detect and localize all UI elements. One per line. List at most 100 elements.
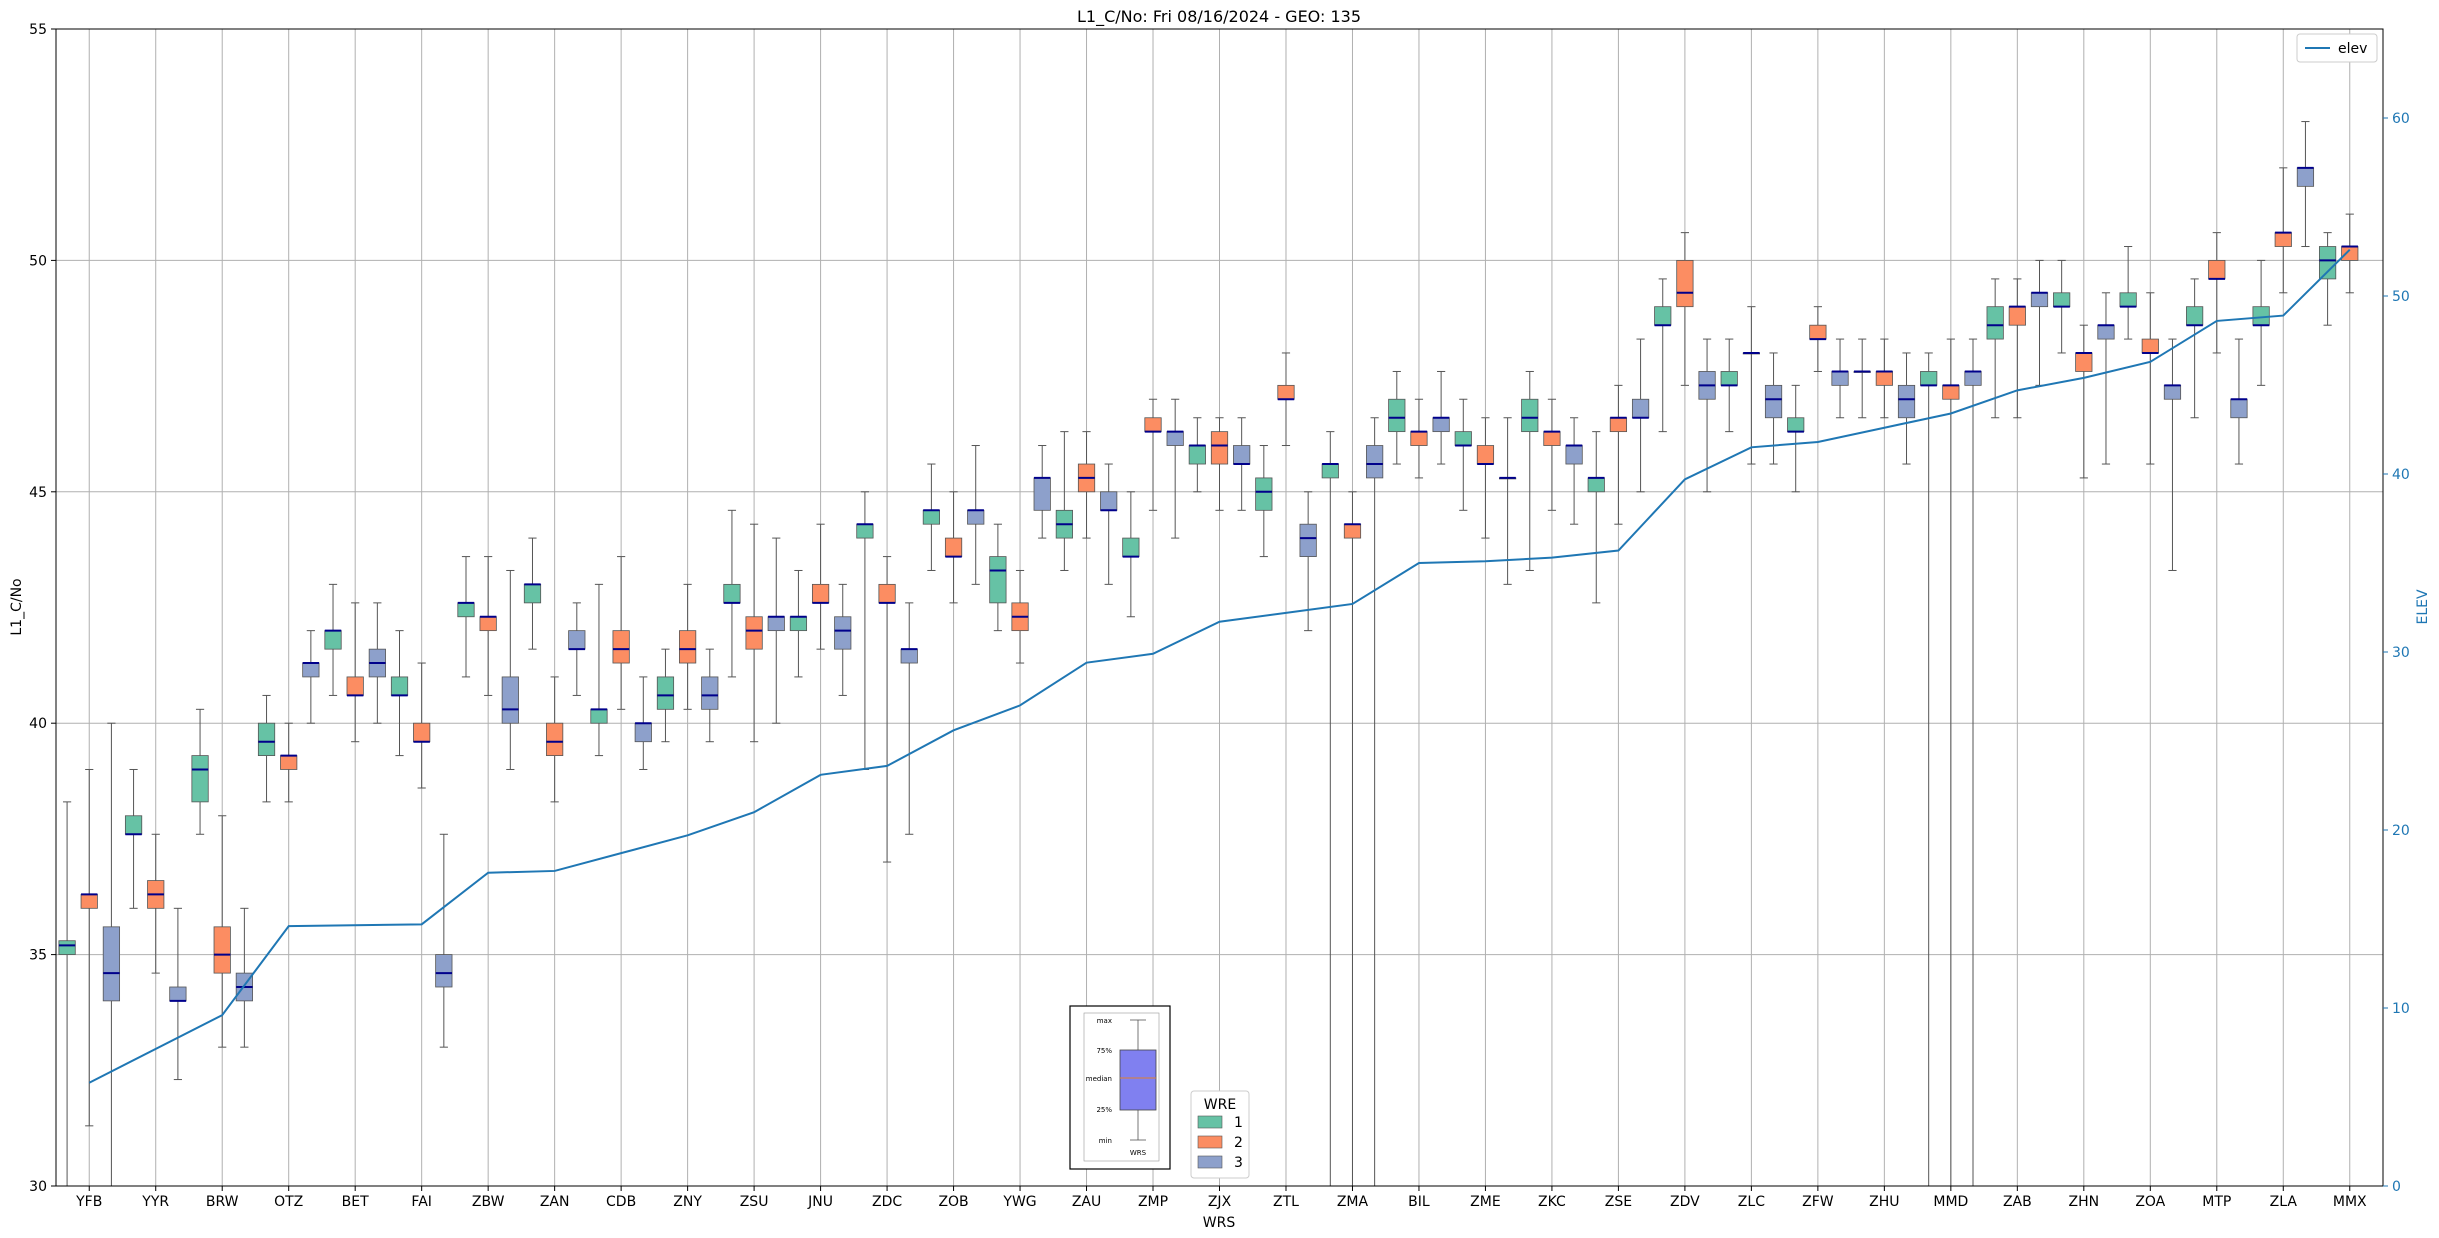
box-ZHU-2 [1875, 338, 1893, 419]
y-tick-label: 45 [29, 485, 47, 501]
box-body [2097, 324, 2115, 340]
box-JNU-2 [811, 523, 830, 650]
box-body [1521, 398, 1539, 433]
box-ZHN-2 [2075, 324, 2093, 479]
box-body [1255, 477, 1273, 511]
box-body [457, 602, 475, 618]
box-key-q1: 25% [1096, 1106, 1112, 1114]
box-BIL-3 [1432, 370, 1450, 465]
box-body [989, 556, 1007, 604]
box-body [1343, 523, 1362, 539]
box-YFB-3 [102, 722, 121, 1186]
box-ZDC-1 [856, 491, 874, 770]
box-body [1764, 384, 1783, 419]
elev-line [88, 249, 2351, 1084]
box-YYR-3 [169, 907, 187, 1081]
box-body [1609, 417, 1628, 433]
box-ZME-2 [1476, 417, 1495, 539]
box-body [390, 676, 409, 696]
right-axis-label: ELEV [2415, 589, 2431, 624]
grid [56, 28, 2383, 1187]
box-ZAN-2 [546, 676, 564, 803]
box-body [1144, 417, 1162, 433]
box-key-box [1119, 1049, 1157, 1111]
box-body [2030, 292, 2049, 308]
x-tick-label: MMD [1933, 1194, 1968, 1210]
box-body [2274, 232, 2292, 247]
right-tick-label: 60 [2392, 111, 2410, 127]
box-ZHU-3 [1897, 352, 1916, 465]
box-ZOB-3 [967, 445, 985, 585]
box-key-q3: 75% [1096, 1047, 1112, 1055]
box-ZSU-2 [745, 523, 763, 743]
box-body [1277, 384, 1295, 400]
wre-legend: WRE 1 2 3 [1190, 1090, 1250, 1179]
box-ZMP-1 [1122, 491, 1140, 618]
box-ZLA-2 [2274, 167, 2292, 294]
box-body [1964, 371, 1982, 386]
x-axis-label: WRS [1203, 1215, 1236, 1231]
box-body [701, 676, 719, 710]
box-body [1543, 431, 1561, 446]
box-body [1388, 398, 1406, 433]
wre-legend-label: 1 [1234, 1115, 1243, 1131]
box-ZTL-2 [1277, 352, 1295, 447]
box-ZOA-2 [2141, 292, 2159, 465]
box-ZNY-2 [679, 583, 697, 710]
x-tick-label: ZSE [1605, 1194, 1632, 1210]
box-body [501, 676, 519, 724]
x-tick-label: YFB [75, 1194, 102, 1210]
box-body [2163, 384, 2182, 400]
x-tick-label: ZSU [740, 1194, 769, 1210]
box-ZTL-1 [1255, 445, 1273, 558]
box-BET-3 [368, 602, 386, 724]
box-MMD-3 [1964, 338, 1982, 1186]
box-ZMP-3 [1166, 398, 1184, 539]
x-tick-label: ZJX [1208, 1194, 1232, 1210]
wre-legend-label: 2 [1234, 1135, 1243, 1151]
box-ZNY-1 [656, 648, 675, 743]
box-YWG-2 [1011, 569, 1029, 664]
box-ZHN-3 [2097, 292, 2115, 465]
x-tick-label: ZLA [2270, 1194, 2298, 1210]
x-tick-label: YYR [141, 1194, 169, 1210]
box-YWG-1 [989, 523, 1007, 632]
box-body [1676, 259, 1694, 308]
box-YFB-2 [80, 768, 98, 1127]
box-body [2230, 398, 2248, 419]
box-body [1299, 523, 1317, 557]
box-ZOB-1 [922, 463, 940, 571]
box-body [745, 616, 763, 650]
box-ZSU-3 [767, 537, 785, 724]
box-body [2296, 167, 2315, 187]
x-tick-label: BET [342, 1194, 369, 1210]
box-OTZ-2 [280, 722, 298, 803]
box-ZDV-1 [1654, 278, 1672, 433]
x-tick-label: YWG [1002, 1194, 1036, 1210]
box-body [1122, 537, 1140, 557]
box-ZMA-3 [1366, 417, 1384, 1186]
box-MMD-2 [1942, 338, 1960, 1186]
box-body [2341, 246, 2359, 261]
box-body [523, 583, 542, 604]
box-body [967, 509, 985, 525]
box-body [324, 630, 342, 650]
box-plots [58, 121, 2359, 1186]
box-ZJX-1 [1188, 417, 1206, 493]
box-body [1875, 371, 1893, 386]
box-body [1787, 417, 1805, 433]
box-ZSE-2 [1609, 384, 1628, 525]
box-ZSE-3 [1631, 338, 1650, 493]
box-ZLA-3 [2296, 121, 2315, 248]
x-tick-label: ZAU [1072, 1194, 1101, 1210]
box-body [568, 630, 586, 650]
box-FAI-3 [435, 833, 453, 1048]
right-tick-label: 40 [2392, 467, 2410, 483]
box-body [1033, 477, 1051, 511]
box-ZDV-3 [1698, 338, 1716, 493]
box-CDB-1 [590, 583, 608, 757]
box-body [1809, 324, 1827, 340]
box-body [1897, 384, 1916, 419]
box-ZJX-2 [1210, 417, 1229, 511]
right-tick-label: 30 [2392, 645, 2410, 661]
